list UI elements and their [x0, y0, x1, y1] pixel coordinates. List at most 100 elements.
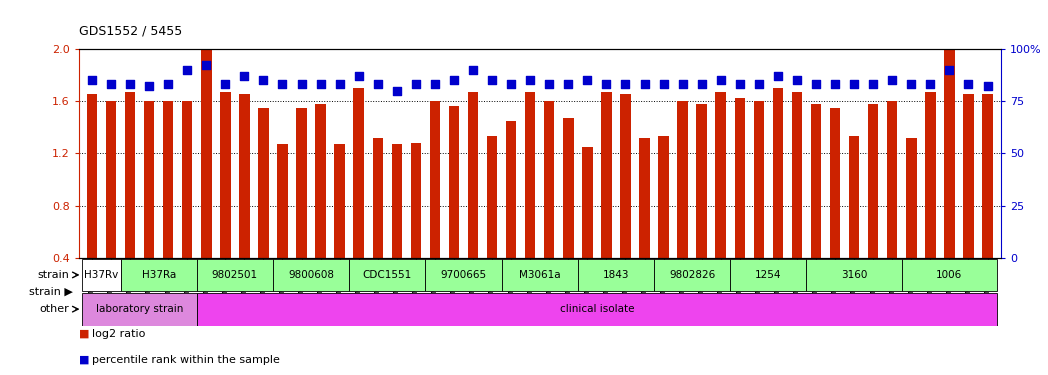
Point: [275, 81, 291, 87]
Bar: [807, 258, 901, 291]
Point: [522, 77, 539, 83]
Bar: [220, 144, 231, 310]
Point: [941, 67, 958, 73]
Bar: [278, 196, 288, 310]
Point: [312, 81, 329, 87]
Point: [732, 81, 748, 87]
Bar: [849, 189, 859, 310]
Text: M3061a: M3061a: [519, 270, 561, 280]
Point: [369, 81, 386, 87]
Bar: [730, 258, 807, 291]
Bar: [372, 138, 383, 258]
Bar: [697, 156, 707, 310]
Bar: [392, 144, 402, 258]
Point: [236, 73, 253, 79]
Text: 1006: 1006: [936, 270, 962, 280]
Text: log2 ratio: log2 ratio: [92, 329, 146, 339]
Bar: [811, 156, 822, 310]
Bar: [144, 153, 154, 310]
Bar: [982, 94, 992, 258]
Bar: [563, 118, 573, 258]
Bar: [735, 151, 745, 310]
Text: H37Rv: H37Rv: [84, 270, 118, 280]
Point: [408, 81, 424, 87]
Bar: [297, 160, 307, 310]
Bar: [868, 156, 878, 310]
Bar: [106, 101, 116, 258]
Bar: [577, 258, 654, 291]
Bar: [239, 94, 249, 258]
Bar: [982, 147, 992, 310]
Point: [636, 81, 653, 87]
Bar: [544, 101, 554, 258]
Text: strain: strain: [37, 270, 69, 280]
Point: [903, 81, 920, 87]
Text: 9700665: 9700665: [440, 270, 486, 280]
Bar: [907, 138, 917, 258]
Bar: [754, 153, 764, 310]
Point: [159, 81, 176, 87]
Bar: [430, 101, 440, 258]
Point: [750, 81, 767, 87]
Bar: [487, 136, 498, 258]
Bar: [901, 258, 997, 291]
Text: percentile rank within the sample: percentile rank within the sample: [92, 355, 280, 365]
Point: [979, 83, 996, 89]
Text: laboratory strain: laboratory strain: [95, 304, 183, 314]
Text: H37Ra: H37Ra: [141, 270, 176, 280]
Bar: [353, 140, 364, 310]
Bar: [754, 101, 764, 258]
Point: [445, 77, 462, 83]
Bar: [467, 144, 478, 310]
Bar: [349, 258, 425, 291]
Bar: [392, 196, 402, 310]
Bar: [697, 104, 707, 258]
Bar: [430, 153, 440, 310]
Bar: [258, 108, 268, 258]
Point: [464, 67, 481, 73]
Bar: [602, 92, 612, 258]
Bar: [125, 92, 135, 258]
Bar: [868, 104, 878, 258]
Bar: [411, 143, 421, 258]
Point: [883, 77, 900, 83]
Bar: [353, 88, 364, 258]
Bar: [449, 159, 459, 310]
Bar: [201, 97, 212, 310]
Point: [617, 81, 634, 87]
Point: [140, 83, 157, 89]
Point: [541, 81, 558, 87]
Point: [103, 81, 119, 87]
Bar: [544, 153, 554, 310]
Bar: [716, 144, 726, 310]
Bar: [506, 173, 517, 310]
Point: [179, 67, 196, 73]
Point: [122, 81, 138, 87]
Point: [808, 81, 825, 87]
Text: 3160: 3160: [840, 270, 868, 280]
Text: 1843: 1843: [603, 270, 629, 280]
Text: GDS1552 / 5455: GDS1552 / 5455: [79, 24, 182, 38]
Bar: [830, 160, 840, 310]
Bar: [677, 153, 687, 310]
Text: 9802501: 9802501: [212, 270, 258, 280]
Point: [484, 77, 501, 83]
Bar: [654, 258, 730, 291]
Bar: [925, 92, 936, 258]
Bar: [425, 258, 502, 291]
Text: strain ▶: strain ▶: [29, 287, 73, 297]
Bar: [272, 258, 349, 291]
Point: [255, 77, 271, 83]
Point: [960, 81, 977, 87]
Point: [217, 81, 234, 87]
Bar: [907, 190, 917, 310]
Bar: [83, 293, 197, 326]
Bar: [162, 101, 173, 258]
Text: 1254: 1254: [756, 270, 782, 280]
Bar: [334, 196, 345, 310]
Bar: [87, 94, 97, 258]
Bar: [639, 190, 650, 310]
Bar: [849, 136, 859, 258]
Bar: [315, 104, 326, 258]
Point: [788, 77, 805, 83]
